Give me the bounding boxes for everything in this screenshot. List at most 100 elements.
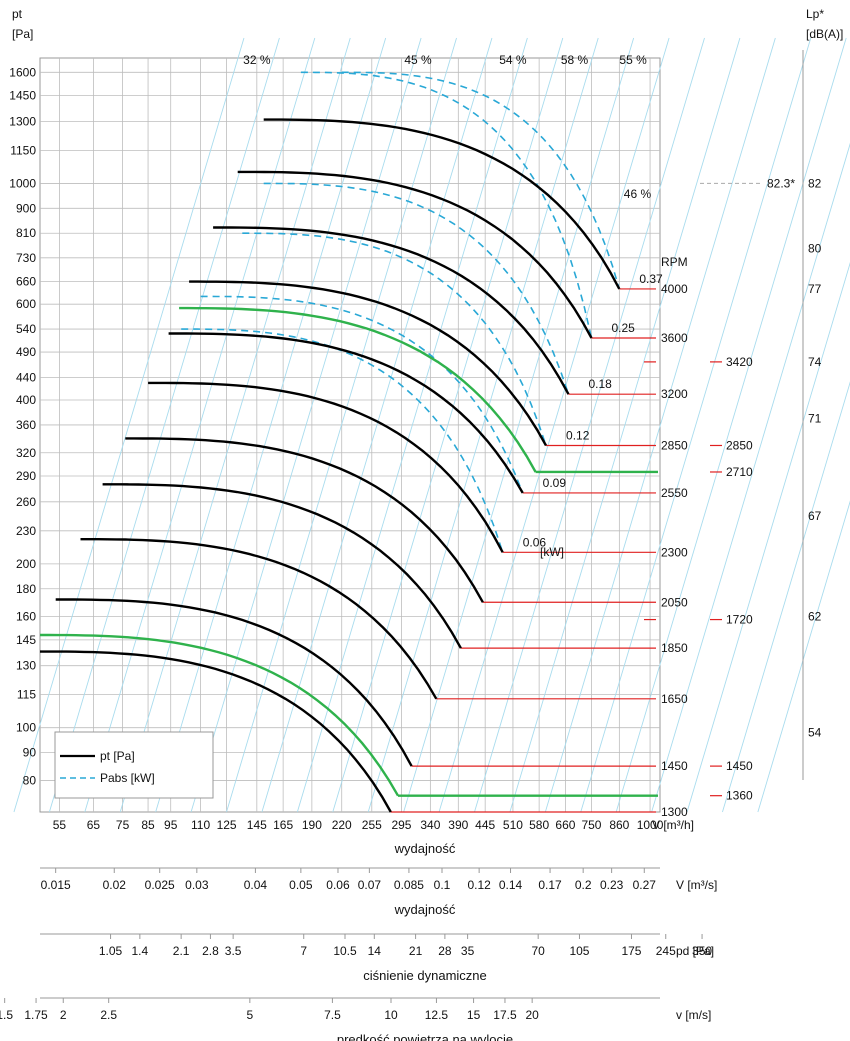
x-tick-label: 65 <box>87 818 101 832</box>
scale-tick-label: 0.27 <box>633 878 657 892</box>
scale-unit: V [m³/s] <box>676 878 717 892</box>
pressure-curve <box>125 437 484 603</box>
scale-tick-label: 0.04 <box>244 878 268 892</box>
efficiency-label: 32 % <box>243 53 271 67</box>
lp-tick-label: 67 <box>808 509 822 523</box>
y-tick-label: 100 <box>16 721 36 735</box>
efficiency-label: 58 % <box>561 53 589 67</box>
x-tick-label: 85 <box>141 818 155 832</box>
power-label: 0.18 <box>589 377 613 391</box>
scale-tick-label: 0.17 <box>538 878 562 892</box>
y-tick-label: 115 <box>17 688 36 702</box>
y-tick-label: 600 <box>16 297 36 311</box>
legend-box <box>54 731 214 799</box>
power-label: 0.06 <box>523 535 547 549</box>
efficiency-lines <box>13 37 850 813</box>
y-tick-label: 130 <box>16 659 36 673</box>
rpm-intermediate-label: 3420 <box>726 355 753 369</box>
power-curve <box>200 295 524 494</box>
pressure-curve <box>102 483 462 649</box>
rpm-label: 4000 <box>661 282 688 296</box>
efficiency-ray <box>119 37 351 813</box>
x-tick-label: 55 <box>53 818 67 832</box>
x-tick-label: 190 <box>302 818 322 832</box>
efficiency-label: 55 % <box>619 53 647 67</box>
y-tick-label: 900 <box>16 201 36 215</box>
rpm-label: 3600 <box>661 331 688 345</box>
efficiency-label: 54 % <box>499 53 527 67</box>
lp-tick-label: 71 <box>808 411 822 425</box>
scale-tick-label: 105 <box>569 944 589 958</box>
power-curve <box>341 71 621 290</box>
power-label: 0.37 <box>639 272 663 286</box>
lp-axis-unit: [dB(A)] <box>806 27 843 41</box>
scale-tick-label: 2 <box>60 1008 67 1022</box>
y-tick-label: 90 <box>23 746 37 760</box>
scale-tick-label: 1.75 <box>24 1008 48 1022</box>
scale-tick-label: 0.025 <box>145 878 175 892</box>
scale-tick-label: 0.085 <box>394 878 424 892</box>
y-axis-title: pt <box>12 7 23 21</box>
y-tick-label: 400 <box>16 393 36 407</box>
pressure-curve <box>80 538 438 700</box>
pressure-curve <box>263 118 621 290</box>
scale-tick-label: 0.1 <box>434 878 451 892</box>
efficiency-label: 45 % <box>404 53 432 67</box>
scale-tick-label: 0.2 <box>575 878 592 892</box>
scale-tick-label: 15 <box>467 1008 481 1022</box>
pressure-curve <box>40 633 400 797</box>
x-tick-label: 125 <box>217 818 237 832</box>
y-tick-label: 540 <box>16 322 36 336</box>
pressure-curve <box>237 170 593 339</box>
y-tick-label: 440 <box>16 370 36 384</box>
scale-tick-label: 0.02 <box>103 878 127 892</box>
scale-unit: pd [Pa] <box>676 944 714 958</box>
scale-tick-label: 0.03 <box>185 878 209 892</box>
rpm-label: 2850 <box>661 438 688 452</box>
efficiency-ray <box>84 37 316 813</box>
axes: 8090100115130145160180200230260290320360… <box>0 50 822 1041</box>
scale-tick-label: 0.06 <box>326 878 350 892</box>
scale-tick-label: 12.5 <box>425 1008 449 1022</box>
rpm-intermediate-label: 2850 <box>726 438 753 452</box>
y-tick-label: 260 <box>16 495 36 509</box>
y-tick-label: 320 <box>16 446 36 460</box>
y-tick-label: 180 <box>16 582 36 596</box>
y-tick-label: 360 <box>16 418 36 432</box>
pressure-curve <box>213 226 570 395</box>
scale-tick-label: 0.12 <box>467 878 491 892</box>
y-tick-label: 730 <box>16 251 36 265</box>
x-tick-label: 580 <box>529 818 549 832</box>
rpm-label: 2300 <box>661 545 688 559</box>
lp-tick-label: 54 <box>808 725 822 739</box>
y-tick-label: 80 <box>23 773 37 787</box>
kw-unit-label: [kW] <box>540 545 564 559</box>
x-tick-label: 295 <box>391 818 411 832</box>
lp-tick-label: 80 <box>808 241 822 255</box>
y-tick-label: 1600 <box>9 65 36 79</box>
lp-tick-label: 62 <box>808 610 822 624</box>
scale-tick-label: 7.5 <box>324 1008 341 1022</box>
y-tick-label: 810 <box>16 226 36 240</box>
power-label: 0.12 <box>566 428 590 442</box>
pressure-curve <box>168 332 524 494</box>
efficiency-ray <box>474 37 705 813</box>
power-curve <box>242 232 547 446</box>
x-tick-label: 95 <box>164 818 178 832</box>
pressure-curve <box>179 306 537 473</box>
x-tick-label: 340 <box>420 818 440 832</box>
efficiency-ray <box>686 262 850 813</box>
power-curves <box>181 71 621 553</box>
y-tick-label: 160 <box>16 610 36 624</box>
scale-tick-label: 245 <box>656 944 676 958</box>
x-axis-unit: V [m³/h] <box>652 818 694 832</box>
scale-tick-label: 5 <box>247 1008 254 1022</box>
power-curve <box>263 182 570 395</box>
scale-tick-label: 3.5 <box>225 944 242 958</box>
efficiency-ray <box>544 37 776 813</box>
scale-tick-label: 21 <box>409 944 423 958</box>
y-tick-label: 200 <box>16 557 36 571</box>
scale-title: prędkość powietrza na wylocie <box>337 1032 513 1041</box>
rpm-intermediate-label: 2710 <box>726 465 753 479</box>
